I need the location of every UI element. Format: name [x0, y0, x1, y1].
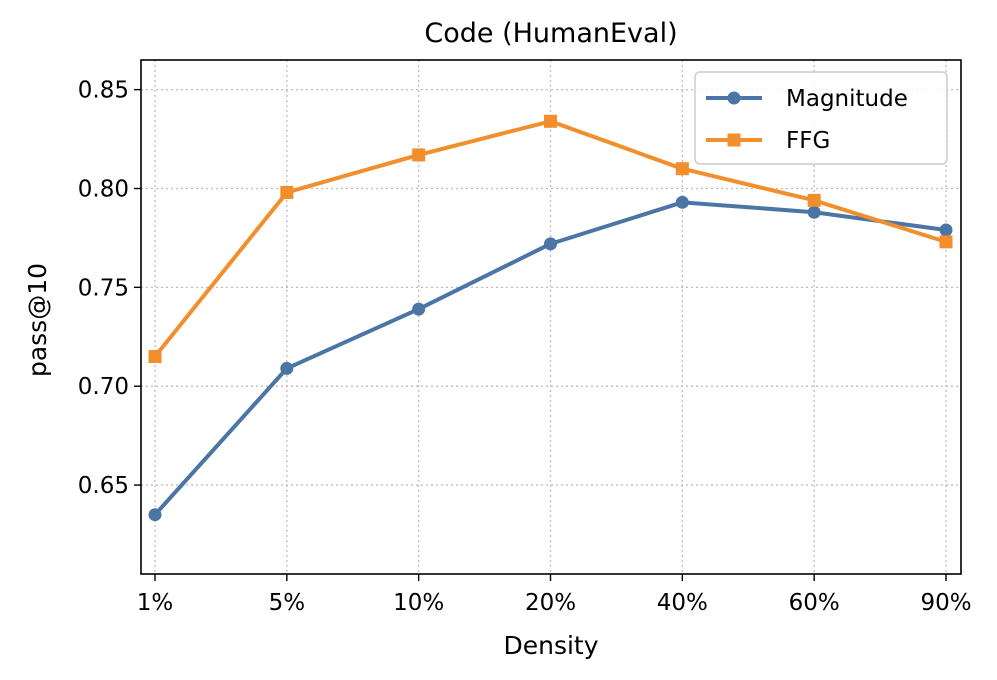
x-tick-label: 40%	[657, 590, 708, 616]
x-tick-label: 10%	[393, 590, 444, 616]
x-tick-label: 5%	[269, 590, 306, 616]
legend-marker-magnitude	[727, 91, 741, 105]
data-point-ffg	[939, 235, 953, 249]
legend-marker-ffg	[727, 133, 741, 147]
y-tick-label: 0.85	[78, 78, 129, 104]
data-point-ffg	[280, 185, 294, 199]
data-point-ffg	[675, 162, 689, 176]
chart-title: Code (HumanEval)	[424, 18, 677, 49]
data-point-magnitude	[939, 223, 953, 237]
y-tick-label: 0.70	[78, 374, 129, 400]
data-point-magnitude	[675, 195, 689, 209]
x-tick-label: 20%	[525, 590, 576, 616]
x-axis-label: Density	[503, 631, 598, 660]
data-point-magnitude	[807, 205, 821, 219]
legend: Magnitude FFG	[694, 71, 948, 165]
data-point-magnitude	[280, 361, 294, 375]
x-tick-label: 90%	[920, 590, 971, 616]
x-tick-label: 1%	[137, 590, 174, 616]
legend-label-magnitude: Magnitude	[786, 86, 908, 112]
data-point-ffg	[544, 114, 557, 128]
x-tick-label: 60%	[789, 590, 840, 616]
y-axis-label: pass@10	[23, 263, 52, 377]
data-point-ffg	[148, 350, 162, 364]
data-point-magnitude	[412, 302, 426, 316]
y-tick-label: 0.80	[78, 177, 129, 203]
data-point-ffg	[807, 193, 821, 207]
data-point-magnitude	[544, 237, 557, 251]
legend-label-ffg: FFG	[786, 128, 830, 154]
data-point-ffg	[412, 148, 426, 162]
data-point-magnitude	[148, 508, 162, 522]
y-tick-label: 0.65	[78, 473, 129, 499]
y-tick-label: 0.75	[78, 275, 129, 301]
